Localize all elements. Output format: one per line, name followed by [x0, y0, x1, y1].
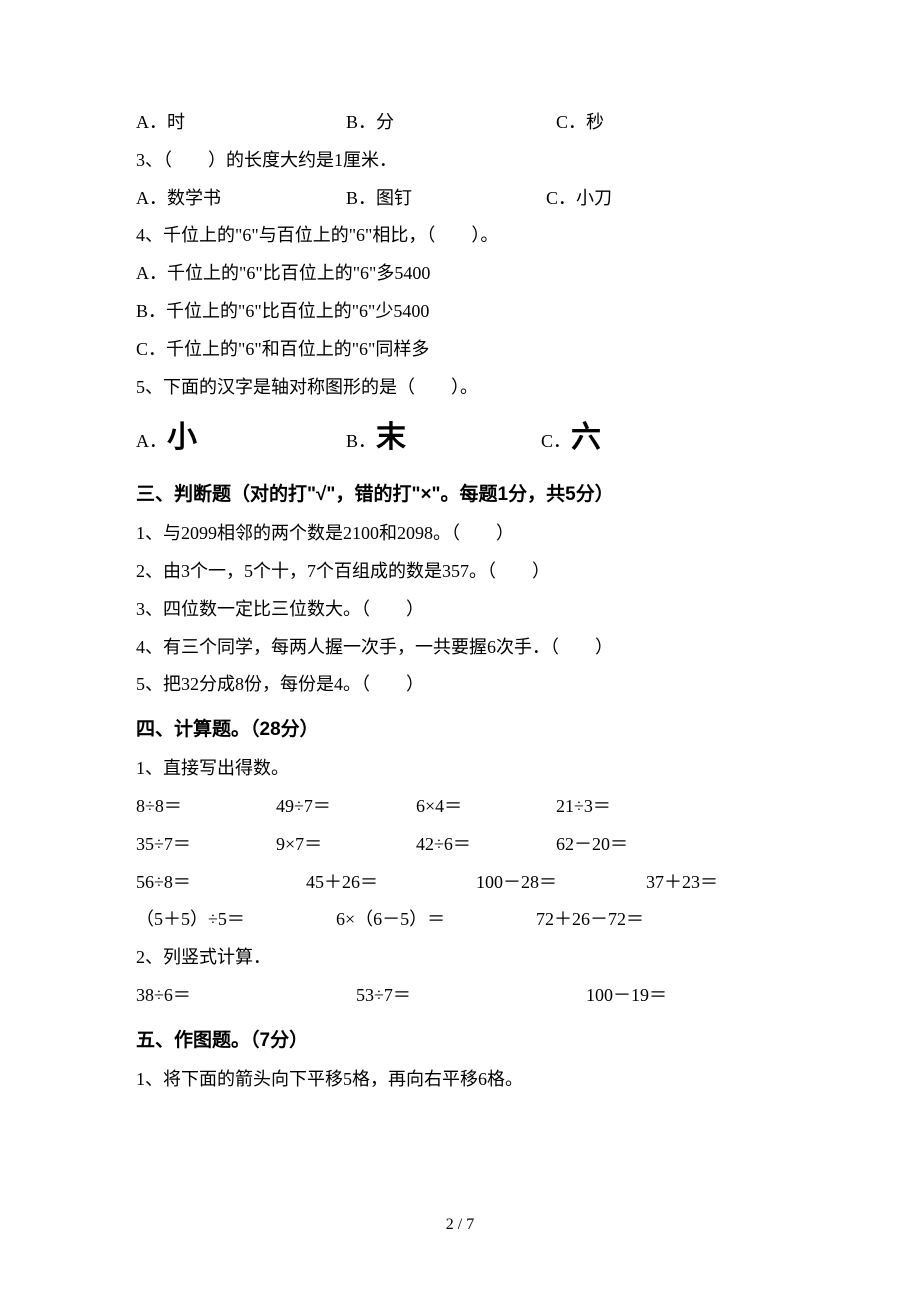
section3-item-3: 3、四位数一定比三位数大。（ ）	[136, 591, 784, 629]
calc-row-4: （5＋5）÷5＝ 6×（6－5）＝ 72＋26－72＝	[136, 901, 784, 939]
calc-2-4: 62－20＝	[556, 826, 696, 864]
calc-3-1: 56÷8＝	[136, 864, 306, 902]
calc-5-2: 53÷7＝	[356, 977, 586, 1015]
calc-3-3: 100－28＝	[476, 864, 646, 902]
calc-5-3: 100－19＝	[586, 977, 784, 1015]
q2-option-b: B．分	[346, 104, 556, 142]
q5-options: A．小 B．末 C．六	[136, 406, 784, 469]
calc-3-2: 45＋26＝	[306, 864, 476, 902]
q4-option-b: B．千位上的"6"比百位上的"6"少5400	[136, 293, 784, 331]
page-number: 2 / 7	[136, 1208, 784, 1242]
calc-row-1: 8÷8＝ 49÷7＝ 6×4＝ 21÷3＝	[136, 788, 784, 826]
calc-2-2: 9×7＝	[276, 826, 416, 864]
calc-4-1: （5＋5）÷5＝	[136, 901, 336, 939]
calc-4-3: 72＋26－72＝	[536, 901, 736, 939]
q5-option-c: C．六	[541, 406, 784, 469]
q3-option-a: A．数学书	[136, 180, 346, 218]
calc-2-1: 35÷7＝	[136, 826, 276, 864]
section3-heading: 三、判断题（对的打"√"，错的打"×"。每题1分，共5分）	[136, 475, 784, 515]
calc-1-4: 21÷3＝	[556, 788, 696, 826]
q4-option-a: A．千位上的"6"比百位上的"6"多5400	[136, 255, 784, 293]
q5-c-prefix: C．	[541, 431, 571, 451]
calc-4-2: 6×（6－5）＝	[336, 901, 536, 939]
q5-a-char: 小	[167, 421, 197, 454]
q5-option-b: B．末	[346, 406, 541, 469]
section4-sub2: 2、列竖式计算．	[136, 939, 784, 977]
calc-1-1: 8÷8＝	[136, 788, 276, 826]
calc-row-2: 35÷7＝ 9×7＝ 42÷6＝ 62－20＝	[136, 826, 784, 864]
q4-stem: 4、千位上的"6"与百位上的"6"相比，（ ）。	[136, 217, 784, 255]
q5-a-prefix: A．	[136, 431, 167, 451]
calc-2-3: 42÷6＝	[416, 826, 556, 864]
section3-item-5: 5、把32分成8份，每份是4。（ ）	[136, 666, 784, 704]
calc-row-3: 56÷8＝ 45＋26＝ 100－28＝ 37＋23＝	[136, 864, 784, 902]
q3-option-c: C．小刀	[546, 180, 784, 218]
q3-options: A．数学书 B．图钉 C．小刀	[136, 180, 784, 218]
q5-c-char: 六	[571, 421, 601, 454]
section3-item-4: 4、有三个同学，每两人握一次手，一共要握6次手．（ ）	[136, 629, 784, 667]
section4-sub1: 1、直接写出得数。	[136, 750, 784, 788]
q5-b-prefix: B．	[346, 431, 376, 451]
q3-option-b: B．图钉	[346, 180, 546, 218]
q2-option-c: C．秒	[556, 104, 784, 142]
section5-item-1: 1、将下面的箭头向下平移5格，再向右平移6格。	[136, 1061, 784, 1099]
calc-1-3: 6×4＝	[416, 788, 556, 826]
q3-stem: 3、（ ）的长度大约是1厘米．	[136, 142, 784, 180]
q2-option-a: A．时	[136, 104, 346, 142]
calc-row-5: 38÷6＝ 53÷7＝ 100－19＝	[136, 977, 784, 1015]
q5-b-char: 末	[376, 421, 406, 454]
calc-1-2: 49÷7＝	[276, 788, 416, 826]
section3-item-2: 2、由3个一，5个十，7个百组成的数是357。（ ）	[136, 553, 784, 591]
q4-option-c: C．千位上的"6"和百位上的"6"同样多	[136, 331, 784, 369]
section4-heading: 四、计算题。（28分）	[136, 710, 784, 750]
section5-heading: 五、作图题。（7分）	[136, 1021, 784, 1061]
q2-options: A．时 B．分 C．秒	[136, 104, 784, 142]
calc-5-1: 38÷6＝	[136, 977, 356, 1015]
section3-item-1: 1、与2099相邻的两个数是2100和2098。（ ）	[136, 515, 784, 553]
calc-3-4: 37＋23＝	[646, 864, 816, 902]
q5-option-a: A．小	[136, 406, 346, 469]
q5-stem: 5、下面的汉字是轴对称图形的是（ ）。	[136, 369, 784, 407]
